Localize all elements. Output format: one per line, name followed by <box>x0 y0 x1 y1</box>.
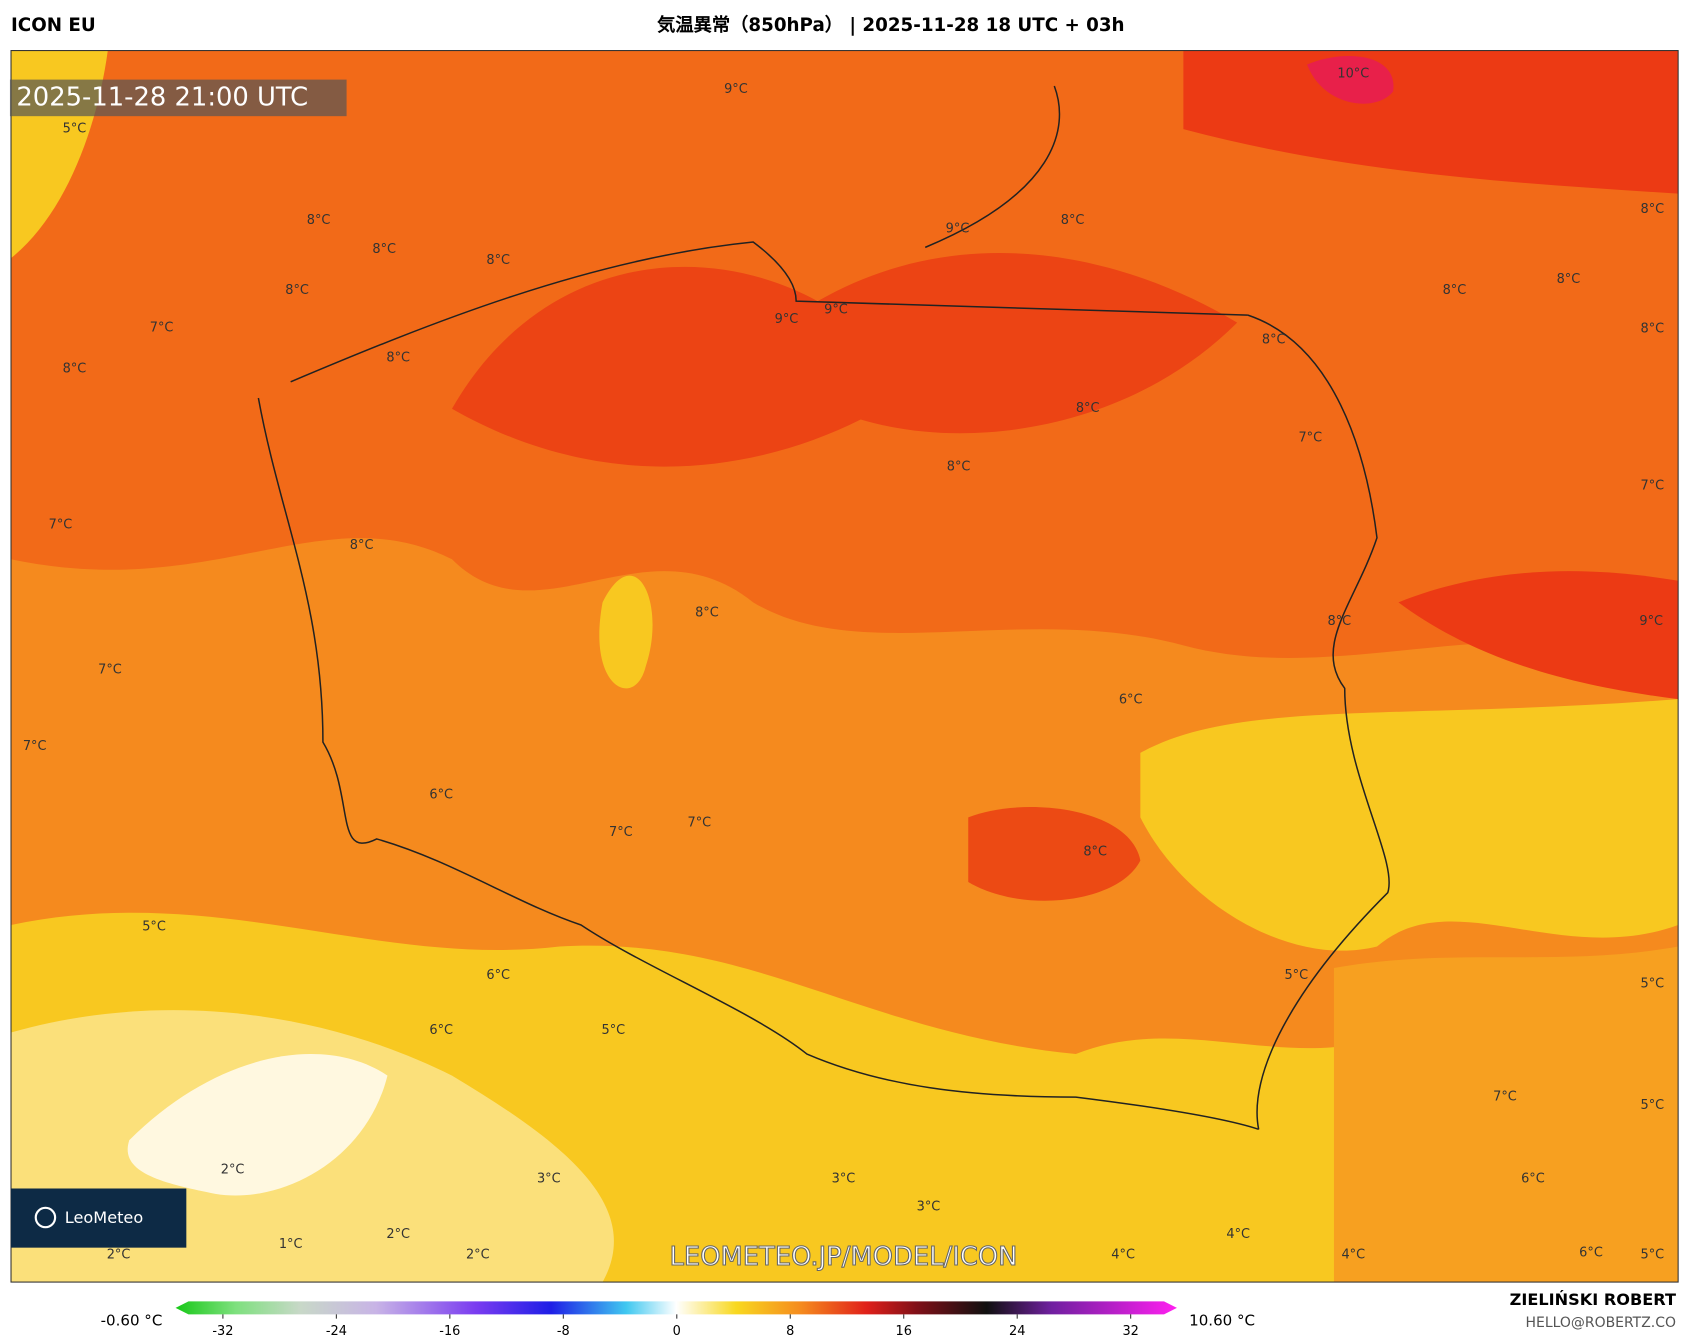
colorbar-tick-label: 24 <box>1009 1324 1025 1338</box>
contour-label: 6°C <box>429 1023 453 1038</box>
contour-label: 7°C <box>98 663 122 678</box>
colorbar-tick-label: -32 <box>212 1324 233 1338</box>
contour-label: 2°C <box>466 1248 490 1263</box>
timestamp: 2025-11-28 21:00 UTC <box>16 82 308 112</box>
contour-label: 7°C <box>609 825 633 840</box>
watermark: LEOMETEO.JP/MODEL/ICON <box>670 1242 1018 1272</box>
contour-label: 9°C <box>946 222 970 237</box>
contour-label: 2°C <box>221 1163 245 1178</box>
contour-label: 7°C <box>23 739 47 754</box>
contour-label: 7°C <box>688 815 712 830</box>
colorbar-tick-label: 0 <box>673 1324 681 1338</box>
map-field <box>11 50 1679 1283</box>
contour-label: 8°C <box>695 606 719 621</box>
contour-label: 5°C <box>1284 968 1308 983</box>
contour-label: 6°C <box>486 968 510 983</box>
contour-label: 8°C <box>486 253 510 268</box>
contour-label: 6°C <box>429 787 453 802</box>
colorbar <box>175 1301 1177 1315</box>
contour-label: 5°C <box>602 1023 626 1038</box>
contour-label: 7°C <box>1298 430 1322 445</box>
contour-label: 8°C <box>1076 401 1100 416</box>
map-title: 気温異常（850hPa） | 2025-11-28 18 UTC + 03h <box>657 14 1124 36</box>
contour-label: 8°C <box>372 242 396 257</box>
contour-label: 8°C <box>1083 844 1107 859</box>
contour-label: 2°C <box>386 1227 410 1242</box>
contour-label: 6°C <box>1119 693 1143 708</box>
contour-label: 5°C <box>63 122 87 137</box>
contour-label: 4°C <box>1111 1248 1135 1263</box>
contour-label: 3°C <box>917 1199 941 1214</box>
contour-label: 1°C <box>279 1237 303 1252</box>
colorbar-tick-label: -16 <box>439 1324 460 1338</box>
contour-label: 4°C <box>1341 1248 1365 1263</box>
contour-label: 3°C <box>537 1171 561 1186</box>
contour-label: 2°C <box>107 1248 131 1263</box>
contour-label: 8°C <box>1061 213 1085 228</box>
contour-label: 8°C <box>63 361 87 376</box>
colorbar-tick-label: 16 <box>896 1324 912 1338</box>
contour-label: 7°C <box>49 517 73 532</box>
credit-name: ZIELIŃSKI ROBERT <box>1510 1290 1676 1309</box>
colorbar-ticks: -32 -24 -16 -8 0 8 16 24 32 <box>212 1314 1139 1338</box>
contour-label: 5°C <box>1640 1098 1664 1113</box>
contour-label: 5°C <box>1640 977 1664 992</box>
colorbar-tick-label: 8 <box>786 1324 794 1338</box>
contour-label: 8°C <box>1443 283 1467 298</box>
contour-label: 8°C <box>1640 202 1664 217</box>
min-label: -0.60 °C <box>101 1311 163 1329</box>
contour-label: 7°C <box>150 321 174 336</box>
contour-label: 8°C <box>1640 322 1664 337</box>
contour-label: 8°C <box>285 283 309 298</box>
contour-label: 5°C <box>142 920 166 935</box>
contour-label: 7°C <box>1493 1090 1517 1105</box>
contour-label: 9°C <box>775 312 799 327</box>
max-label: 10.60 °C <box>1189 1311 1255 1329</box>
contour-label: 8°C <box>350 538 374 553</box>
contour-label: 8°C <box>307 213 331 228</box>
contour-label: 4°C <box>1226 1227 1250 1242</box>
colorbar-tick-label: -24 <box>326 1324 347 1338</box>
contour-label: 9°C <box>824 302 848 317</box>
contour-label: 7°C <box>1640 479 1664 494</box>
logo-text: LeoMeteo <box>65 1208 143 1227</box>
contour-label: 8°C <box>1262 332 1286 347</box>
colorbar-tick-label: -8 <box>557 1324 570 1338</box>
contour-label: 8°C <box>1328 614 1352 629</box>
contour-label: 9°C <box>724 82 748 97</box>
contour-label: 8°C <box>386 351 410 366</box>
credit-contact: HELLO@ROBERTZ.CO <box>1526 1315 1676 1331</box>
contour-label: 8°C <box>947 459 971 474</box>
contour-label: 3°C <box>832 1171 856 1186</box>
contour-label: 6°C <box>1579 1246 1603 1261</box>
colorbar-tick-label: 32 <box>1122 1324 1138 1338</box>
contour-label: 6°C <box>1521 1171 1545 1186</box>
contour-label: 8°C <box>1557 272 1581 287</box>
model-name: ICON EU <box>11 15 96 36</box>
contour-label: 5°C <box>1640 1248 1664 1263</box>
contour-label: 10°C <box>1337 67 1369 82</box>
contour-label: 9°C <box>1639 614 1663 629</box>
contour-labels: 9°C 10°C 5°C 8°C 8°C 8°C 8°C 9°C 8°C 9°C 9°C 7°C 8°C… <box>23 67 1664 1263</box>
